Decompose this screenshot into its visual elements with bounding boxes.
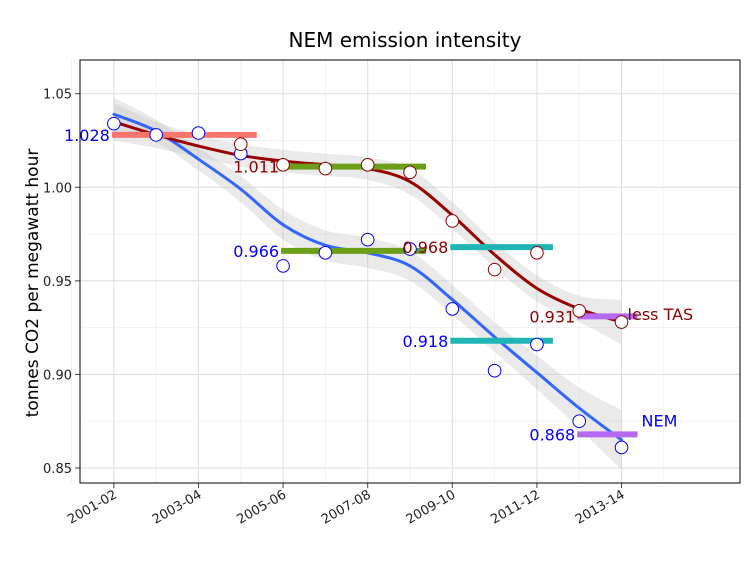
data-point <box>107 116 121 131</box>
plot-border <box>79 59 741 484</box>
data-point <box>403 242 417 256</box>
y-tick-label: 0.90 <box>43 368 72 383</box>
x-tick-label: 2001-02 <box>65 487 120 527</box>
data-point <box>614 440 629 455</box>
data-point <box>614 315 629 329</box>
data-point <box>487 363 502 378</box>
data-point <box>360 232 375 247</box>
period-mean-label: 1.011 <box>233 158 279 177</box>
period-mean-label: 0.968 <box>402 238 448 257</box>
series-label: less TAS <box>628 305 694 324</box>
y-tick-label: 1.00 <box>43 181 72 196</box>
y-tick-label: 1.05 <box>43 88 72 103</box>
data-point <box>276 259 290 273</box>
confidence-band <box>113 103 622 345</box>
data-point <box>445 214 460 228</box>
x-tick-label: 2007-08 <box>319 487 374 527</box>
data-point <box>360 158 375 172</box>
y-tick-label: 0.95 <box>43 275 72 290</box>
period-mean-label: 0.931 <box>529 307 575 326</box>
data-point <box>572 304 587 318</box>
x-tick-label: 2011-12 <box>488 487 543 527</box>
x-tick-label: 2009-10 <box>404 487 459 527</box>
x-tick-label: 2003-04 <box>150 487 205 527</box>
series-label: NEM <box>642 411 678 430</box>
data-point <box>318 161 333 176</box>
data-point <box>318 245 333 260</box>
data-point <box>149 128 163 142</box>
y-tick-label: 0.85 <box>43 462 72 477</box>
y-axis-label: tonnes CO2 per megawatt hour <box>23 149 43 418</box>
data-point <box>191 126 206 140</box>
data-point <box>530 337 544 352</box>
data-point <box>276 158 290 172</box>
period-mean-label: 1.028 <box>64 126 110 145</box>
data-points <box>107 116 629 455</box>
period-mean-label: 0.966 <box>233 242 279 261</box>
data-point <box>233 137 248 152</box>
period-mean-label: 0.918 <box>402 332 448 351</box>
data-point <box>445 302 460 316</box>
chart-title: NEM emission intensity <box>289 28 522 52</box>
annotations: 1.028 1.011 0.966 0.968 0.918 0.931 0.868 less … <box>64 126 693 444</box>
period-mean-label: 0.868 <box>529 425 575 444</box>
x-tick-label: 2013-14 <box>573 487 628 527</box>
data-point <box>530 245 544 260</box>
data-point <box>572 414 587 429</box>
data-point <box>487 262 502 277</box>
data-point <box>403 165 417 180</box>
x-tick-label: 2005-06 <box>235 487 290 527</box>
